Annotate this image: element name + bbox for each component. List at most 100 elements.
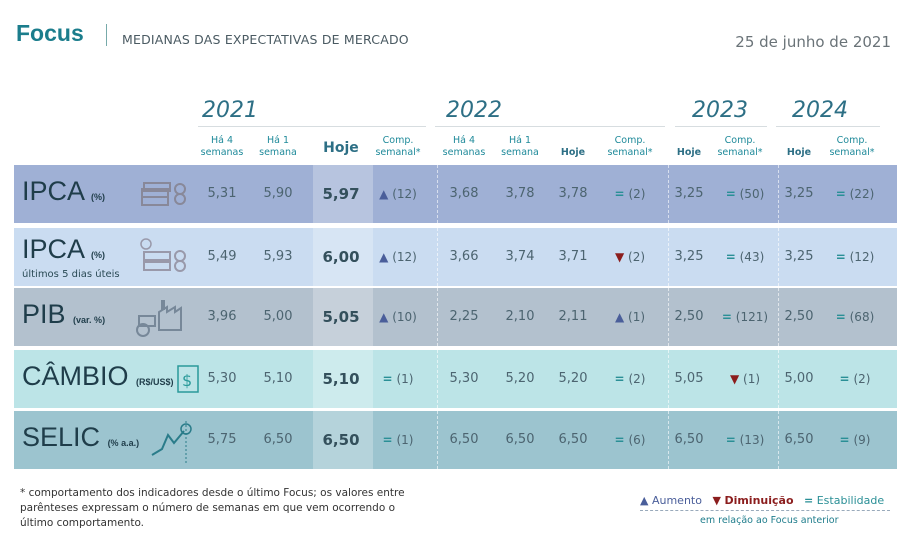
column-header-ha4: Há 4 semanas [200,135,244,158]
weeks-count: (12) [392,250,417,264]
column-divider [778,165,779,223]
footnote: * comportamento dos indicadores desde o … [20,487,405,529]
equals-icon: = [725,187,736,201]
value-y2021-0: 5,75 [207,432,237,447]
weekly-comparison: = (50) [726,165,765,223]
weeks-count: (1) [396,433,414,447]
value-y2021-0: 5,31 [207,186,237,201]
weeks-count: (6) [628,433,646,447]
indicator-name: SELIC [22,422,101,452]
column-divider [668,350,669,408]
weekly-comparison: = (2) [615,165,646,223]
value-y2023-0: 2,50 [674,309,704,324]
column-divider [437,228,438,286]
equals-icon: = [835,250,846,264]
weekly-comparison: = (2) [615,350,646,408]
money-stack-icon [141,182,186,206]
value-y2021-2: 5,10 [322,370,360,388]
year-2022: 2022 [446,98,502,123]
up-triangle-icon: ▲ [379,187,389,201]
equals-icon: = [721,310,732,324]
money-coin-icon [140,238,186,272]
value-y2022-0: 6,50 [449,432,479,447]
value-y2021-2: 6,50 [322,431,360,449]
indicator-label: IPCA (%) últimos 5 dias úteis [22,228,120,286]
indicator-row-ipca: IPCA (%) 5,31 5,90 5,97 ▲ (12) 3,68 3,78 3,78 = … [14,165,897,223]
indicator-name: IPCA [22,176,84,206]
value-y2021-1: 5,93 [263,249,293,264]
column-header-comp: Comp. semanal* [829,135,875,158]
down-triangle-icon: ▼ [614,250,625,264]
indicator-name: CÂMBIO [22,361,129,391]
weeks-count: (2) [628,187,646,201]
weeks-count: (1) [396,372,414,386]
weeks-count: (22) [849,187,875,201]
value-y2021-2: 5,05 [322,308,360,326]
value-y2023-0: 5,05 [674,371,704,386]
indicator-row-ipca: IPCA (%) últimos 5 dias úteis 5,49 5,93 6,00… [14,228,897,286]
value-y2022-1: 2,10 [505,309,535,324]
svg-text:$: $ [182,371,192,390]
column-divider [668,288,669,346]
weeks-count: (2) [628,372,646,386]
equals-icon: = [614,187,625,201]
column-divider [668,165,669,223]
indicator-row-selic: SELIC (% a.a.) 5,75 6,50 6,50 = (1) 6,50 6,50 6… [14,411,897,469]
indicator-label: PIB (var. %) [22,288,105,346]
up-triangle-icon: ▲ [379,250,389,264]
value-y2021-2: 6,00 [322,248,360,266]
indicator-label: SELIC (% a.a.) [22,411,139,469]
value-y2022-2: 3,78 [558,186,588,201]
column-header-hoje: Hoje [323,140,359,156]
weeks-count: (10) [392,310,417,324]
weeks-count: (50) [739,187,765,201]
legend: ▲ Aumento ▼ Diminuição = Estabilidade [640,494,884,507]
indicator-label: IPCA (%) [22,165,105,223]
legend-caption: em relação ao Focus anterior [700,515,839,526]
year-underline [435,126,665,127]
value-y2022-2: 6,50 [558,432,588,447]
column-header-hoje: Hoje [560,147,586,158]
indicator-unit: (%) [91,192,106,202]
hoje-column-highlight [313,165,373,223]
weekly-comparison: = (22) [836,165,875,223]
value-y2022-2: 2,11 [558,309,588,324]
weekly-comparison: = (6) [615,411,646,469]
column-header-comp: Comp. semanal* [375,135,421,158]
up-triangle-icon: ▲ [640,494,649,507]
weekly-comparison: = (68) [836,288,875,346]
value-y2022-0: 2,25 [449,309,479,324]
weekly-comparison: ▲ (10) [379,288,417,346]
equals-icon: = [835,187,846,201]
column-header-hoje: Hoje [676,147,702,158]
value-y2021-0: 5,30 [207,371,237,386]
column-header-comp: Comp. semanal* [607,135,653,158]
currency-exchange-icon: $ [177,365,199,393]
weeks-count: (43) [739,250,765,264]
hoje-column-highlight [313,288,373,346]
indicator-label: CÂMBIO (R$/US$) [22,350,174,408]
weekly-comparison: = (9) [840,411,871,469]
value-y2022-1: 3,78 [505,186,535,201]
weeks-count: (1) [628,310,646,324]
weekly-comparison: ▲ (12) [379,165,417,223]
indicator-unit: (% a.a.) [107,438,140,448]
year-2024: 2024 [792,98,848,123]
value-y2022-0: 3,68 [449,186,479,201]
indicator-unit: (var. %) [73,315,106,325]
value-y2024-0: 2,50 [784,309,814,324]
divider [106,24,107,46]
year-2021: 2021 [202,98,258,123]
value-y2021-1: 5,90 [263,186,293,201]
page-subtitle: MEDIANAS DAS EXPECTATIVAS DE MERCADO [122,32,409,47]
equals-icon: = [835,310,846,324]
value-y2024-0: 6,50 [784,432,814,447]
year-underline [776,126,880,127]
column-divider [668,228,669,286]
equals-icon: = [725,250,736,264]
value-y2023-0: 6,50 [674,432,704,447]
weekly-comparison: = (1) [383,411,414,469]
report-date: 25 de junho de 2021 [735,33,891,51]
weeks-count: (12) [849,250,875,264]
indicator-unit: (%) [91,249,106,260]
